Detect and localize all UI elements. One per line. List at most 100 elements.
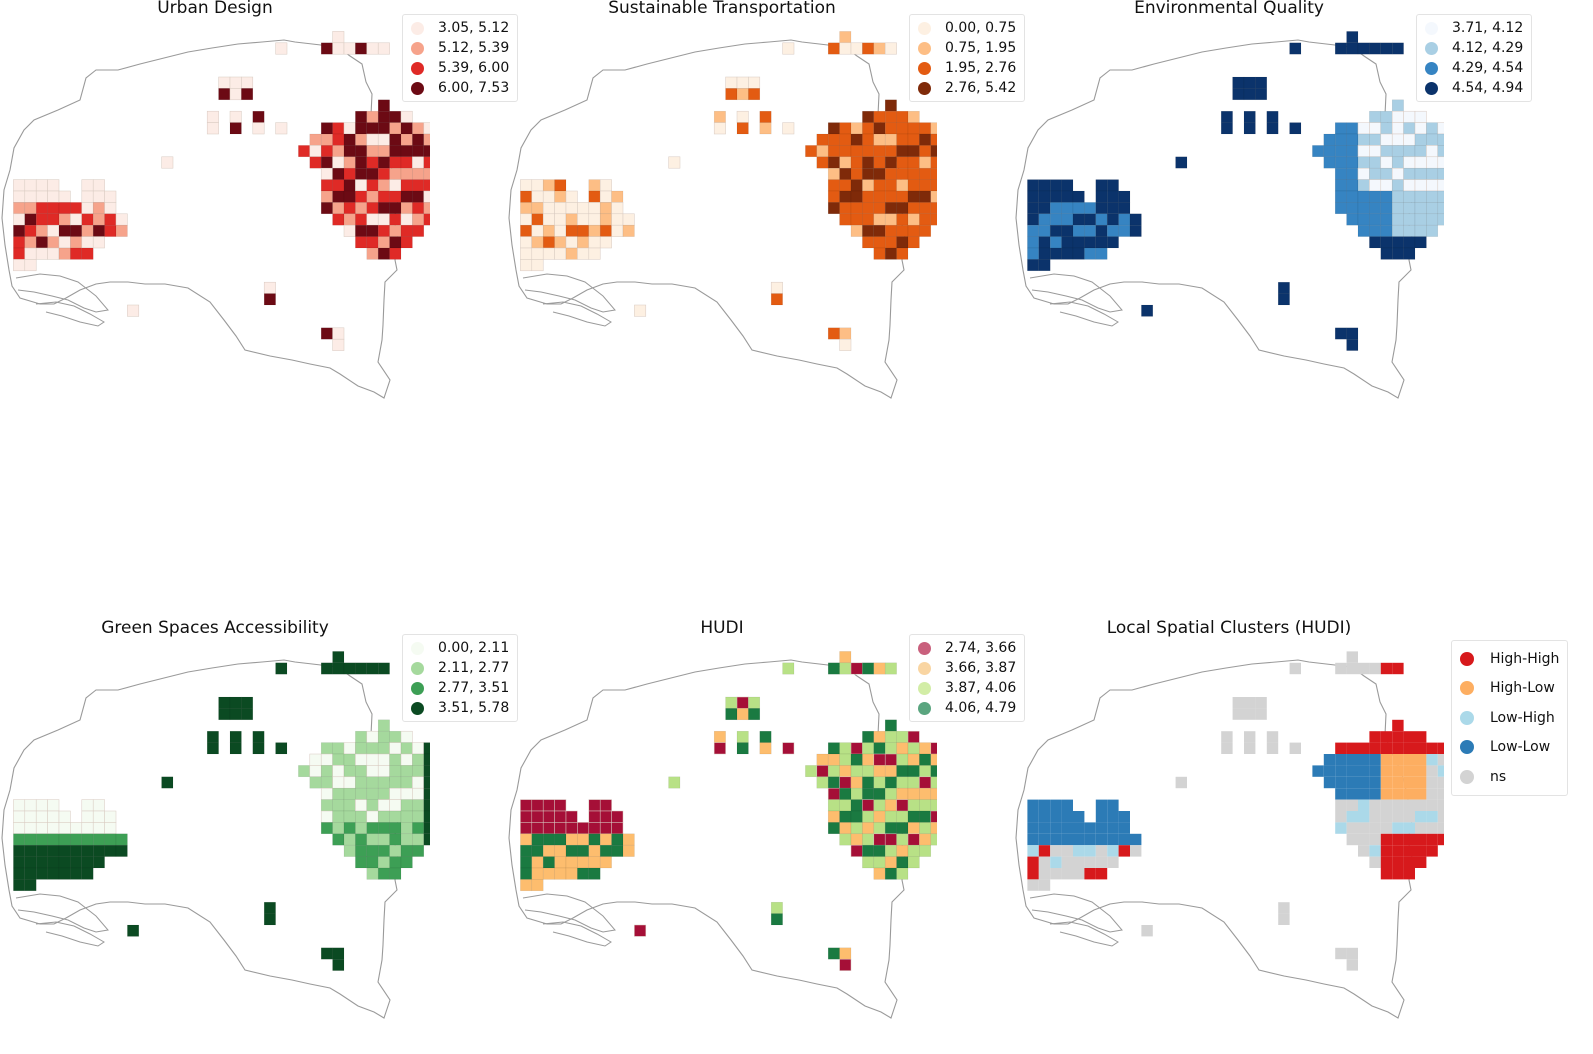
grid-cell	[1392, 662, 1404, 675]
grid-cell	[1038, 811, 1051, 823]
grid-cell	[599, 236, 612, 249]
grid-cell	[1392, 719, 1404, 732]
grid-cell	[412, 167, 425, 180]
grid-cell	[713, 122, 726, 135]
grid-cell	[1369, 42, 1382, 55]
grid-cell	[47, 844, 60, 857]
grid-cell	[1358, 799, 1370, 811]
grid-cell	[907, 145, 920, 158]
grid-cell	[377, 867, 390, 880]
grid-cell	[218, 708, 231, 721]
grid-cell	[400, 753, 413, 766]
grid-cell	[907, 202, 920, 215]
grid-cell	[884, 179, 897, 192]
grid-cell	[599, 799, 612, 812]
grid-cell	[1244, 742, 1256, 754]
grid-cell	[930, 787, 937, 800]
grid-cell	[873, 867, 886, 880]
grid-cell	[862, 730, 875, 743]
grid-cell	[377, 753, 390, 766]
grid-cell	[577, 224, 590, 237]
grid-cell	[1392, 811, 1404, 823]
grid-cell	[565, 810, 578, 823]
legend-label: 1.95, 2.76	[945, 60, 1017, 76]
grid-cell	[1073, 868, 1085, 880]
grid-cell	[1392, 731, 1404, 743]
grid-cell	[1437, 167, 1444, 180]
grid-cell	[332, 753, 345, 766]
grid-cell	[1118, 202, 1131, 215]
grid-cell	[1049, 190, 1062, 203]
grid-cell	[919, 765, 932, 778]
grid-cell	[218, 88, 231, 101]
grid-cell	[1426, 202, 1439, 215]
grid-cell	[1073, 822, 1085, 834]
grid-cell	[668, 156, 681, 169]
grid-cell	[896, 190, 909, 203]
grid-cell	[588, 202, 601, 215]
grid-cell	[1038, 822, 1051, 834]
grid-cell	[47, 224, 60, 237]
grid-cell	[1392, 833, 1404, 846]
grid-cell	[24, 179, 37, 192]
grid-cell	[1391, 99, 1404, 112]
grid-cell	[1415, 811, 1427, 823]
grid-cell	[366, 833, 379, 846]
grid-cell	[531, 236, 544, 249]
grid-cell	[92, 202, 105, 215]
grid-cell	[1061, 213, 1074, 226]
grid-cell	[1277, 281, 1290, 294]
grid-cell	[1358, 662, 1370, 675]
grid-cell	[520, 202, 533, 215]
legend-swatch	[411, 21, 424, 35]
grid-cell	[1334, 156, 1347, 169]
grid-cell	[884, 224, 897, 237]
grid-cell	[343, 42, 356, 55]
grid-cell	[748, 696, 761, 709]
grid-cell	[343, 133, 356, 146]
grid-cell	[400, 810, 413, 823]
grid-cell	[423, 133, 430, 146]
grid-cell	[400, 730, 413, 743]
grid-cell	[1107, 833, 1119, 846]
grid-cell	[389, 133, 402, 146]
grid-cell	[930, 833, 937, 846]
grid-cell	[355, 776, 368, 789]
grid-cell	[884, 156, 897, 169]
grid-cell	[827, 156, 840, 169]
grid-cell	[531, 799, 544, 812]
grid-cell	[1084, 833, 1096, 846]
grid-cell	[850, 753, 863, 766]
grid-cell	[1392, 765, 1404, 777]
grid-cell	[862, 202, 875, 215]
grid-cell	[104, 822, 117, 835]
grid-cell	[343, 822, 356, 835]
legend: 0.00, 2.11 2.11, 2.77 2.77, 3.51 3.51, 5…	[402, 634, 519, 722]
grid-cell	[1414, 156, 1427, 169]
grid-cell	[1437, 822, 1444, 834]
grid-cell	[862, 110, 875, 123]
grid-cell	[1357, 179, 1370, 192]
grid-cell	[1244, 708, 1256, 720]
legend-label: 3.87, 4.06	[945, 680, 1017, 696]
grid-cell	[520, 822, 533, 835]
grid-cell	[839, 822, 852, 835]
grid-cell	[919, 822, 932, 835]
grid-cell	[423, 765, 430, 778]
grid-cell	[839, 42, 852, 55]
legend-swatch	[411, 701, 424, 715]
grid-cell	[577, 236, 590, 249]
grid-cell	[366, 179, 379, 192]
grid-cell	[896, 224, 909, 237]
grid-cell	[839, 765, 852, 778]
grid-cell	[816, 133, 829, 146]
grid-cell	[531, 202, 544, 215]
grid-cell	[35, 810, 48, 823]
grid-cell	[1266, 742, 1279, 754]
grid-cell	[1038, 845, 1051, 857]
grid-cell	[355, 167, 368, 180]
grid-cell	[1380, 754, 1393, 766]
grid-cell	[1403, 224, 1416, 237]
grid-cell	[1380, 213, 1393, 226]
grid-cell	[1255, 88, 1268, 101]
